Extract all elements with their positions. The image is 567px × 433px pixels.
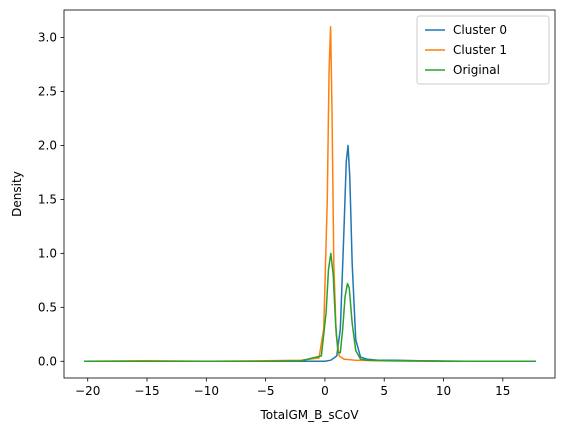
y-axis-label: Density — [10, 171, 24, 217]
x-tick-label-0: −20 — [75, 384, 100, 398]
y-tick-label-6: 3.0 — [38, 31, 57, 45]
axes: −20 −15 −10 −5 0 5 10 15 0.0 0.5 1.0 1.5 2.0 2.5 3.0 To… — [10, 9, 556, 422]
x-tick-label-6: 10 — [436, 384, 451, 398]
x-tick-label-2: −10 — [194, 384, 219, 398]
series-group — [84, 25, 537, 363]
legend-label-1: Cluster 1 — [453, 43, 507, 57]
legend-label-2: Original — [453, 63, 500, 77]
y-tick-label-4: 2.0 — [38, 138, 57, 152]
x-tick-label-4: 0 — [321, 384, 329, 398]
series-line-1 — [84, 25, 468, 363]
legend-box — [416, 15, 550, 85]
x-tick-label-3: −5 — [257, 384, 275, 398]
plot-area — [84, 25, 537, 363]
legend-label-0: Cluster 0 — [453, 23, 507, 37]
x-axis-label: TotalGM_B_sCoV — [259, 408, 359, 422]
y-tick-label-0: 0.0 — [38, 354, 57, 368]
axes-frame — [63, 9, 556, 379]
y-tick-label-3: 1.5 — [38, 192, 57, 206]
y-tick-label-1: 0.5 — [38, 300, 57, 314]
x-tick-label-7: 15 — [495, 384, 510, 398]
x-tick-label-5: 5 — [380, 384, 388, 398]
legend: Cluster 0 Cluster 1 Original — [416, 15, 550, 85]
y-tick-label-5: 2.5 — [38, 84, 57, 98]
series-line-0 — [84, 144, 468, 363]
x-tick-label-1: −15 — [134, 384, 159, 398]
y-tick-label-2: 1.0 — [38, 246, 57, 260]
series-line-2 — [84, 252, 537, 363]
